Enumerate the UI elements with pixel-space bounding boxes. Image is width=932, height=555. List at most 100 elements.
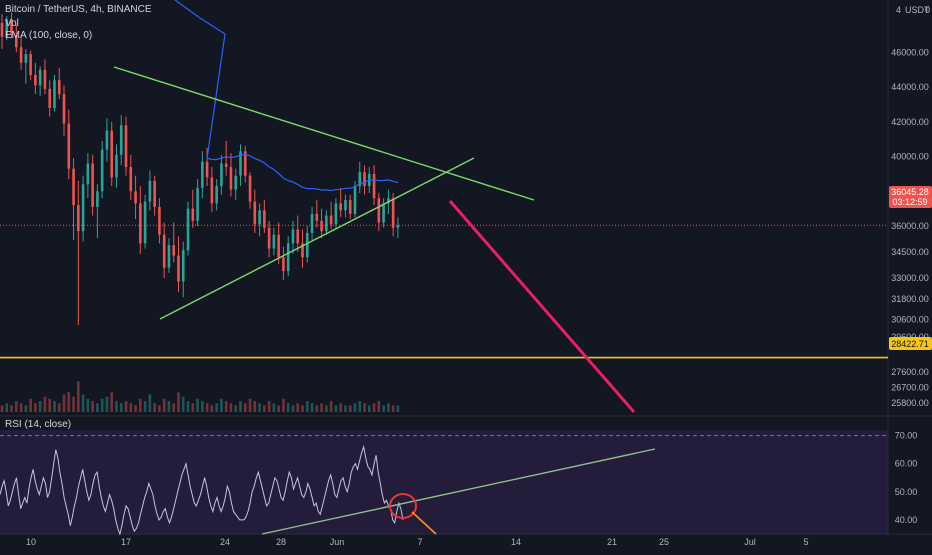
volume-bar xyxy=(215,403,218,412)
currency-suffix: 0 xyxy=(925,5,930,15)
volume-bar xyxy=(139,398,142,412)
candle-body xyxy=(48,88,51,108)
candle-body xyxy=(77,205,80,232)
candle-body xyxy=(110,130,114,178)
candle-body xyxy=(134,191,137,204)
volume-bar xyxy=(325,405,328,412)
candle-body xyxy=(239,151,242,176)
candle-body xyxy=(348,199,352,214)
volume-bar xyxy=(191,403,195,412)
price-tick-label: 44000.00 xyxy=(891,82,929,92)
time-tick-label: 10 xyxy=(26,537,36,547)
volume-bar xyxy=(115,401,118,412)
candle-body xyxy=(272,234,276,249)
volume-bar xyxy=(96,403,99,412)
volume-bar xyxy=(134,405,137,412)
time-tick-label: Jun xyxy=(330,537,345,547)
volume-bar xyxy=(358,401,362,412)
rsi-legend[interactable]: RSI (14, close) xyxy=(5,419,72,430)
rsi-pane xyxy=(0,430,888,534)
projection-arrow-line[interactable] xyxy=(448,200,636,413)
candle-body xyxy=(229,166,233,190)
support-badge-value: 28422.71 xyxy=(891,339,929,349)
volume-bar xyxy=(334,405,338,412)
candle-body xyxy=(43,69,47,89)
rsi-highlight-circle[interactable] xyxy=(389,493,417,519)
volume-bar xyxy=(377,401,381,412)
candle-body xyxy=(291,229,295,244)
volume-bar xyxy=(272,403,276,412)
volume-bar xyxy=(253,401,257,412)
candle-body xyxy=(143,201,147,244)
volume-bar xyxy=(57,403,61,412)
candles xyxy=(0,12,400,325)
rsi-axis[interactable]: 70.00 60.00 50.00 40.00 xyxy=(895,431,918,525)
volume-bar xyxy=(81,394,85,412)
candle-body xyxy=(387,198,390,204)
price-tick-label: 33000.00 xyxy=(891,273,929,283)
candle-body xyxy=(391,198,395,228)
time-axis[interactable]: 10 17 24 28 Jun 7 14 21 25 Jul 5 xyxy=(26,537,809,547)
upper-trendline[interactable] xyxy=(113,66,535,201)
volume-bar xyxy=(110,392,114,412)
candle-body xyxy=(205,161,209,178)
candle-body xyxy=(234,175,238,190)
volume-bar xyxy=(19,403,23,412)
candle-body xyxy=(67,123,71,169)
volume-bar xyxy=(315,405,319,412)
time-tick-label: 5 xyxy=(803,537,808,547)
lower-trendline[interactable] xyxy=(159,157,475,320)
candle-body xyxy=(267,227,271,249)
volume-bar xyxy=(387,403,390,412)
rsi-trendline[interactable] xyxy=(261,448,656,535)
candle-body xyxy=(148,180,152,202)
rsi-tick-label: 70.00 xyxy=(895,431,918,441)
volume-bar xyxy=(181,396,185,412)
support-badge: 28422.71 xyxy=(889,337,932,350)
price-tick-label: 30600.00 xyxy=(891,315,929,325)
price-badge: 36045.28 03:12:59 xyxy=(889,186,932,208)
volume-bar xyxy=(129,403,133,412)
volume-bar xyxy=(53,401,56,412)
ema-legend[interactable]: EMA (100, close, 0) xyxy=(5,30,93,41)
volume-bar xyxy=(353,403,357,412)
volume-bar xyxy=(263,405,266,412)
symbol-legend[interactable]: Bitcoin / TetherUS, 4h, BINANCE xyxy=(5,4,152,15)
candle-body xyxy=(139,203,142,244)
price-tick-label: 40000.00 xyxy=(891,152,929,162)
candle-body xyxy=(301,243,304,258)
volume-bars xyxy=(0,381,400,412)
candle-body xyxy=(153,180,156,207)
currency-prefix: 4 xyxy=(896,5,901,15)
rsi-line xyxy=(0,444,404,536)
candle-body xyxy=(344,199,347,211)
candle-body xyxy=(53,80,56,108)
volume-bar xyxy=(62,394,66,412)
price-tick-label: 31800.00 xyxy=(891,294,929,304)
candle-body xyxy=(210,177,214,204)
volume-bar xyxy=(48,398,51,412)
volume-bar xyxy=(320,403,323,412)
volume-legend[interactable]: Vol xyxy=(5,18,19,29)
candle-body xyxy=(29,54,32,75)
volume-bar xyxy=(86,398,90,412)
volume-bar xyxy=(205,403,209,412)
volume-bar xyxy=(91,401,94,412)
candle-body xyxy=(72,168,75,206)
volume-bar xyxy=(248,398,252,412)
candle-body xyxy=(315,213,319,221)
volume-bar xyxy=(72,396,75,412)
candle-body xyxy=(177,255,180,282)
candle-body xyxy=(19,47,23,63)
candle-body xyxy=(358,172,362,187)
price-axis[interactable]: 46000.00 44000.00 42000.00 40000.00 36000.00… xyxy=(891,47,929,408)
volume-bar xyxy=(124,401,128,412)
price-badge-value: 36045.28 xyxy=(891,187,929,197)
volume-bar xyxy=(339,403,342,412)
candle-body xyxy=(334,203,338,225)
rsi-arrow[interactable] xyxy=(411,511,437,535)
volume-bar xyxy=(105,396,109,412)
volume-bar xyxy=(258,403,261,412)
